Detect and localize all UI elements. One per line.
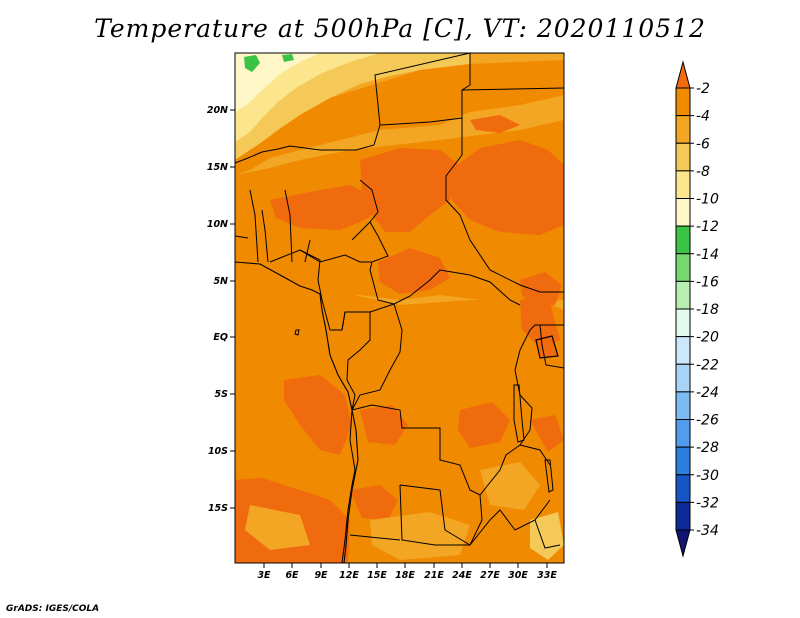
- field-hot-uganda: [520, 296, 560, 348]
- field-band-minus6-north: [235, 60, 564, 175]
- colorbar-swatch: [675, 170, 691, 199]
- colorbar-label: -32: [696, 495, 719, 511]
- lon-label: 24E: [452, 570, 472, 581]
- colorbar-label: -6: [696, 136, 710, 152]
- colorbar-swatch: [675, 142, 691, 172]
- field-hot-car: [378, 248, 450, 294]
- field-hot-zambia: [350, 485, 398, 520]
- colorbar-label: -10: [696, 192, 719, 208]
- lon-label: 15E: [367, 570, 387, 581]
- colorbar-label: -28: [696, 440, 719, 456]
- latitude-axis: 20N 15N 10N 5N EQ 5S 10S 15S: [207, 105, 235, 514]
- colorbar-label: -2: [696, 81, 710, 97]
- field-cool-zambia: [370, 512, 470, 560]
- field-hot-sudan: [448, 140, 564, 235]
- lat-label: EQ: [213, 332, 228, 343]
- colorbar-swatch: [675, 198, 691, 227]
- field-hot-drc-e: [458, 402, 510, 448]
- colorbar-arrow-bottom: [675, 529, 691, 558]
- field-hot-west: [270, 185, 378, 230]
- country-borders: [235, 53, 564, 563]
- colorbar-swatch: [675, 253, 691, 282]
- colorbar-label: -20: [696, 330, 719, 346]
- colorbar-swatch: [675, 419, 691, 448]
- lon-label: 33E: [537, 570, 557, 581]
- lon-label: 30E: [508, 570, 528, 581]
- colorbar-arrow-top: [675, 60, 691, 89]
- chart-title: Temperature at 500hPa [C], VT: 202011051…: [94, 14, 706, 43]
- lon-label: 6E: [285, 570, 299, 581]
- coastline: [234, 261, 359, 564]
- lon-label: 12E: [339, 570, 359, 581]
- field-hot-drc-sw: [360, 405, 408, 445]
- lon-label: 18E: [395, 570, 415, 581]
- colorbar-label: -8: [696, 164, 710, 180]
- field-cool-east: [480, 462, 540, 510]
- colorbar-label: -12: [696, 219, 719, 235]
- field-hot-chad: [360, 148, 460, 232]
- lat-label: 20N: [207, 105, 228, 116]
- colorbar-swatch: [675, 115, 691, 144]
- colorbar-label: -4: [696, 109, 710, 125]
- lat-label: 10S: [208, 446, 228, 457]
- lat-label: 5S: [215, 389, 229, 400]
- field-band-minus12-warm: [235, 53, 320, 112]
- colorbar-label: -14: [696, 247, 719, 263]
- lon-label: 21E: [424, 570, 444, 581]
- colorbar-swatch: [675, 225, 691, 255]
- colorbar-label: -22: [696, 357, 719, 373]
- map-field: [235, 53, 564, 563]
- colorbar-label: -34: [696, 523, 719, 539]
- field-cold-patch-2: [282, 54, 294, 62]
- lat-label: 5N: [213, 276, 228, 287]
- lake-malawi: [544, 459, 554, 493]
- field-cool-malawi: [530, 512, 564, 560]
- lon-label: 9E: [314, 570, 328, 581]
- field-hot-lakes: [520, 272, 562, 306]
- colorbar: -2 -4 -6 -8 -10 -12 -14 -16 -18 -20 -22 -24 -26 -28 -3…: [675, 60, 719, 558]
- lat-label: 15N: [207, 162, 228, 173]
- field-hot-nile: [470, 115, 520, 133]
- field-cool-angola: [245, 505, 310, 550]
- field-cold-patch-1: [244, 55, 260, 72]
- lat-label: 10N: [207, 219, 228, 230]
- longitude-axis: 3E 6E 9E 12E 15E 18E 21E 24E 27E 30E 33E: [257, 563, 557, 581]
- colorbar-swatch: [675, 501, 691, 531]
- colorbar-label: -30: [696, 468, 719, 484]
- field-hot-gabon: [284, 375, 352, 455]
- field-hot-tanzania: [530, 415, 564, 452]
- colorbar-swatch: [675, 308, 691, 338]
- colorbar-swatch: [675, 363, 691, 393]
- colorbar-swatch: [675, 280, 691, 310]
- colorbar-label: -26: [696, 413, 719, 429]
- colorbar-swatch: [675, 87, 691, 117]
- colorbar-swatch: [675, 391, 691, 420]
- lon-label: 3E: [257, 570, 271, 581]
- credit-label: GrADS: IGES/COLA: [6, 604, 100, 614]
- lon-label: 27E: [480, 570, 500, 581]
- map-frame: [234, 52, 565, 564]
- colorbar-swatch: [675, 446, 691, 476]
- colorbar-label: -24: [696, 385, 719, 401]
- colorbar-label: -16: [696, 274, 719, 290]
- lake-tanganyika: [513, 384, 525, 443]
- colorbar-swatch: [675, 474, 691, 503]
- colorbar-label: -18: [696, 302, 719, 318]
- lat-label: 15S: [208, 503, 228, 514]
- colorbar-swatch: [675, 336, 691, 365]
